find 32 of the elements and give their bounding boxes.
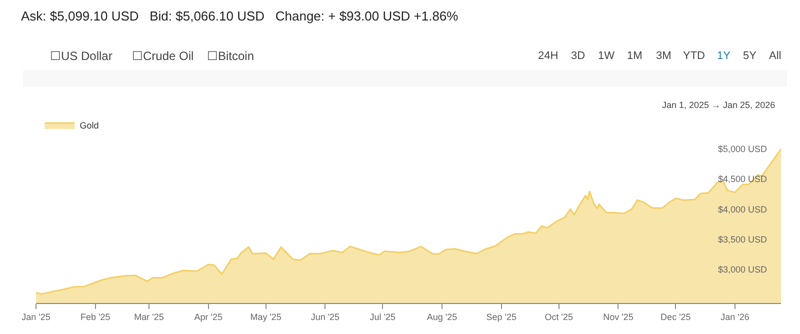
x-tick-label: Jan '25 bbox=[22, 312, 50, 322]
text: 1W bbox=[598, 50, 616, 62]
y-tick-label: $4,000 USD bbox=[718, 204, 768, 214]
y-tick-label: $3,000 USD bbox=[718, 264, 768, 274]
text: YTD bbox=[683, 50, 706, 62]
x-tick-label: May '25 bbox=[250, 312, 282, 322]
x-tick-label: Oct '25 bbox=[544, 312, 573, 322]
x-tick-label: Jan '26 bbox=[720, 312, 750, 322]
x-tick-label: Dec '25 bbox=[660, 312, 691, 322]
y-tick-label: $5,000 USD bbox=[718, 144, 768, 154]
x-tick-label: Jul '25 bbox=[370, 312, 396, 322]
text: All bbox=[769, 50, 782, 62]
chart-title: Ask: $5,099.10 USD Bid: $5,066.10 USD Change: + $93.00 USD +1.86% bbox=[21, 8, 459, 24]
x-tick-label: Sep '25 bbox=[486, 312, 517, 322]
x-tick-label: Apr '25 bbox=[194, 312, 222, 322]
text: 1M bbox=[627, 50, 642, 62]
text: 3D bbox=[571, 50, 586, 62]
text: 5Y bbox=[743, 50, 758, 62]
x-tick-label: Aug '25 bbox=[426, 312, 458, 322]
x-tick-label: Feb '25 bbox=[80, 312, 110, 322]
y-tick-label: $3,500 USD bbox=[718, 234, 768, 244]
text: ☐Bitcoin bbox=[207, 49, 254, 63]
text: ☐US Dollar bbox=[50, 49, 112, 63]
text: 3M bbox=[656, 50, 672, 62]
legend-label: Gold bbox=[80, 120, 99, 131]
x-tick-label: Mar '25 bbox=[134, 312, 164, 322]
x-tick-label: Nov '25 bbox=[603, 312, 634, 322]
text: Jan 1, 2025 → Jan 25, 2026 bbox=[662, 100, 776, 110]
text: ☐Crude Oil bbox=[132, 49, 194, 63]
x-tick-label: Jun '25 bbox=[310, 312, 340, 322]
text: 1Y bbox=[717, 50, 732, 62]
text: 24H bbox=[538, 50, 558, 62]
